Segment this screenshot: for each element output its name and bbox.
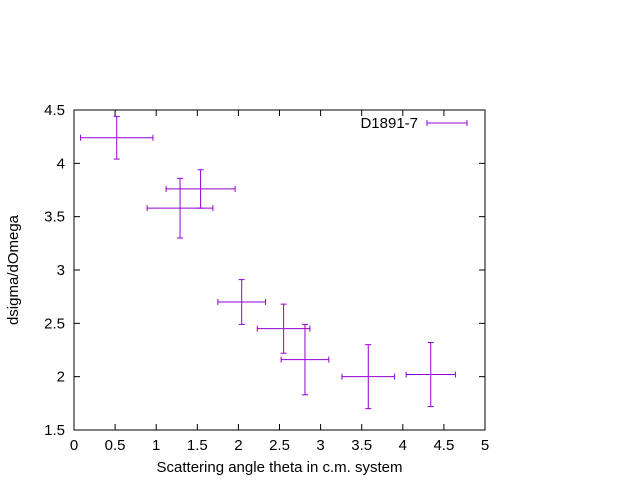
data-point [280,323,330,396]
y-tick-label: 2 [57,369,65,386]
x-tick-label: 3.5 [351,437,372,454]
plot-frame [73,109,486,431]
x-tick-label: 1 [152,437,160,454]
y-axis-ticks: 1.5 2 2.5 3 3.5 4 4.5 [44,102,485,439]
y-tick-label: 4 [57,155,65,172]
x-tick-label: 3 [316,437,324,454]
legend-label: D1891-7 [360,115,418,132]
legend-sample [426,120,468,126]
data-point [256,303,311,354]
y-tick-label: 2.5 [44,315,65,332]
data-series [80,115,456,410]
x-tick-label: 0 [70,437,78,454]
data-point [165,169,236,209]
legend: D1891-7 [360,115,468,132]
data-point [341,344,396,410]
y-axis-label: dsigma/dOmega [5,214,22,325]
x-tick-label: 5 [481,437,489,454]
x-tick-label: 2 [234,437,242,454]
series-0 [80,115,456,410]
data-point [217,279,267,325]
x-axis-ticks: 0 0.5 1 1.5 2 2.5 3 3.5 4 4.5 5 [70,110,489,454]
data-point [405,342,456,408]
y-tick-label: 3 [57,262,65,279]
x-axis-label: Scattering angle theta in c.m. system [157,459,403,476]
x-tick-label: 2.5 [269,437,290,454]
x-tick-label: 4.5 [433,437,454,454]
y-tick-label: 1.5 [44,422,65,439]
data-point [80,115,154,160]
y-tick-label: 3.5 [44,209,65,226]
y-tick-label: 4.5 [44,102,65,119]
x-tick-label: 4 [399,437,407,454]
x-tick-label: 1.5 [187,437,208,454]
x-tick-label: 0.5 [105,437,126,454]
